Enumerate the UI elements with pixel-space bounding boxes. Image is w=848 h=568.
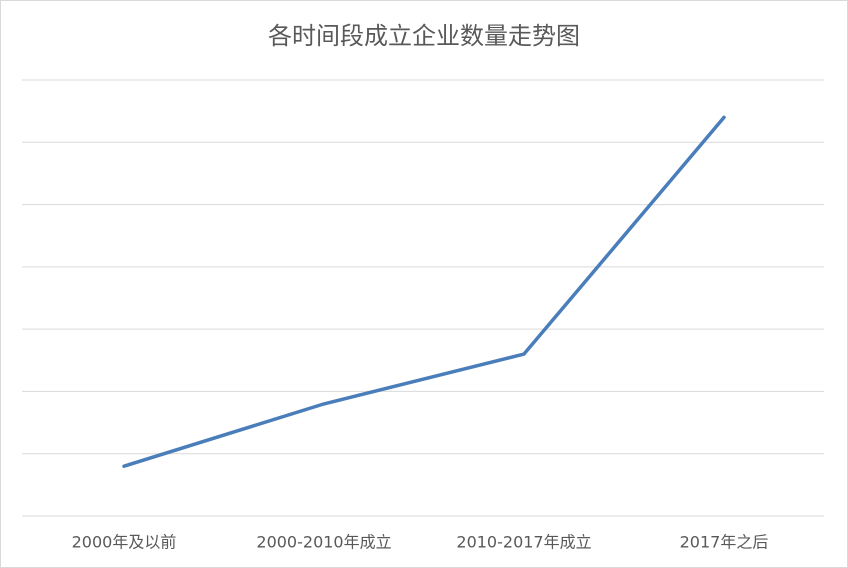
x-tick-label: 2000年及以前 (72, 533, 177, 552)
x-tick-label: 2000-2010年成立 (256, 533, 391, 552)
x-tick-label: 2010-2017年成立 (456, 533, 591, 552)
x-tick-label: 2017年之后 (680, 533, 769, 552)
chart-title: 各时间段成立企业数量走势图 (268, 22, 580, 50)
data-line (122, 115, 726, 468)
